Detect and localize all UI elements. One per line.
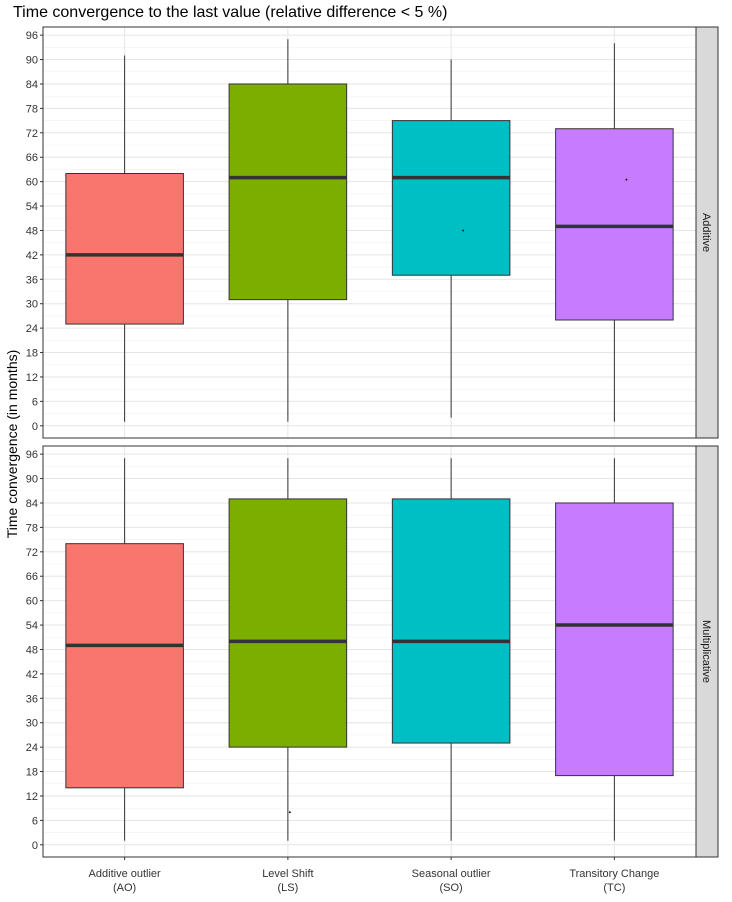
y-tick-label: 72 bbox=[26, 547, 38, 559]
y-tick-label: 96 bbox=[26, 30, 38, 42]
y-tick-label: 36 bbox=[26, 693, 38, 705]
x-axis: Additive outlier (AO) Level Shift (LS) Seaso… bbox=[89, 857, 659, 894]
y-tick-label: 30 bbox=[26, 299, 38, 311]
y-tick-label: 6 bbox=[32, 396, 38, 408]
y-tick-label: 24 bbox=[26, 742, 38, 754]
outlier-point bbox=[625, 178, 628, 181]
facet-strip-label: Additive bbox=[700, 213, 712, 252]
facet-strip bbox=[695, 445, 719, 858]
x-tick-label: (LS) bbox=[277, 882, 298, 894]
y-tick-label: 24 bbox=[26, 323, 38, 335]
y-tick-label: 54 bbox=[26, 201, 38, 213]
box bbox=[391, 120, 511, 276]
facet-strip-label: Multiplicative bbox=[700, 620, 712, 683]
y-tick-label: 54 bbox=[26, 620, 38, 632]
y-tick-label: 30 bbox=[26, 718, 38, 730]
x-tick-label: (SO) bbox=[440, 882, 463, 894]
panels-group: 06121824303642485460667278849096Additive… bbox=[26, 26, 719, 858]
y-tick-label: 18 bbox=[26, 348, 38, 360]
y-tick-label: 96 bbox=[26, 449, 38, 461]
y-tick-label: 0 bbox=[32, 840, 38, 852]
x-tick-label: Additive outlier bbox=[89, 868, 161, 880]
y-tick-label: 78 bbox=[26, 522, 38, 534]
y-tick-label: 42 bbox=[26, 669, 38, 681]
box bbox=[65, 543, 184, 789]
y-tick-label: 12 bbox=[26, 372, 38, 384]
x-tick-label: (TC) bbox=[603, 882, 625, 894]
y-tick-label: 12 bbox=[26, 791, 38, 803]
y-tick-label: 84 bbox=[26, 498, 38, 510]
y-tick-label: 72 bbox=[26, 128, 38, 140]
y-tick-label: 36 bbox=[26, 274, 38, 286]
y-tick-label: 0 bbox=[32, 421, 38, 433]
box bbox=[555, 128, 674, 321]
y-tick-label: 60 bbox=[26, 596, 38, 608]
x-tick-label: Seasonal outlier bbox=[412, 868, 491, 880]
y-tick-label: 18 bbox=[26, 767, 38, 779]
y-tick-label: 84 bbox=[26, 79, 38, 91]
x-tick-label: (AO) bbox=[113, 882, 136, 894]
y-tick-label: 90 bbox=[26, 55, 38, 67]
chart-title: Time convergence to the last value (rela… bbox=[13, 4, 447, 21]
y-tick-label: 60 bbox=[26, 177, 38, 189]
box bbox=[391, 498, 511, 744]
x-tick-label: Level Shift bbox=[262, 868, 313, 880]
outlier-point bbox=[462, 229, 465, 232]
y-tick-label: 48 bbox=[26, 225, 38, 237]
y-tick-label: 90 bbox=[26, 474, 38, 486]
outlier-point bbox=[288, 811, 291, 814]
box bbox=[65, 172, 184, 325]
y-axis-title: Time convergence (in months) bbox=[4, 350, 20, 539]
y-tick-label: 6 bbox=[32, 815, 38, 827]
box bbox=[555, 502, 674, 777]
y-tick-label: 42 bbox=[26, 250, 38, 262]
y-tick-label: 78 bbox=[26, 103, 38, 115]
y-tick-label: 66 bbox=[26, 152, 38, 164]
box bbox=[228, 498, 348, 748]
x-tick-label: Transitory Change bbox=[569, 868, 659, 880]
y-tick-label: 66 bbox=[26, 571, 38, 583]
y-tick-label: 48 bbox=[26, 644, 38, 656]
facet-strip bbox=[695, 26, 719, 439]
box bbox=[228, 83, 348, 301]
